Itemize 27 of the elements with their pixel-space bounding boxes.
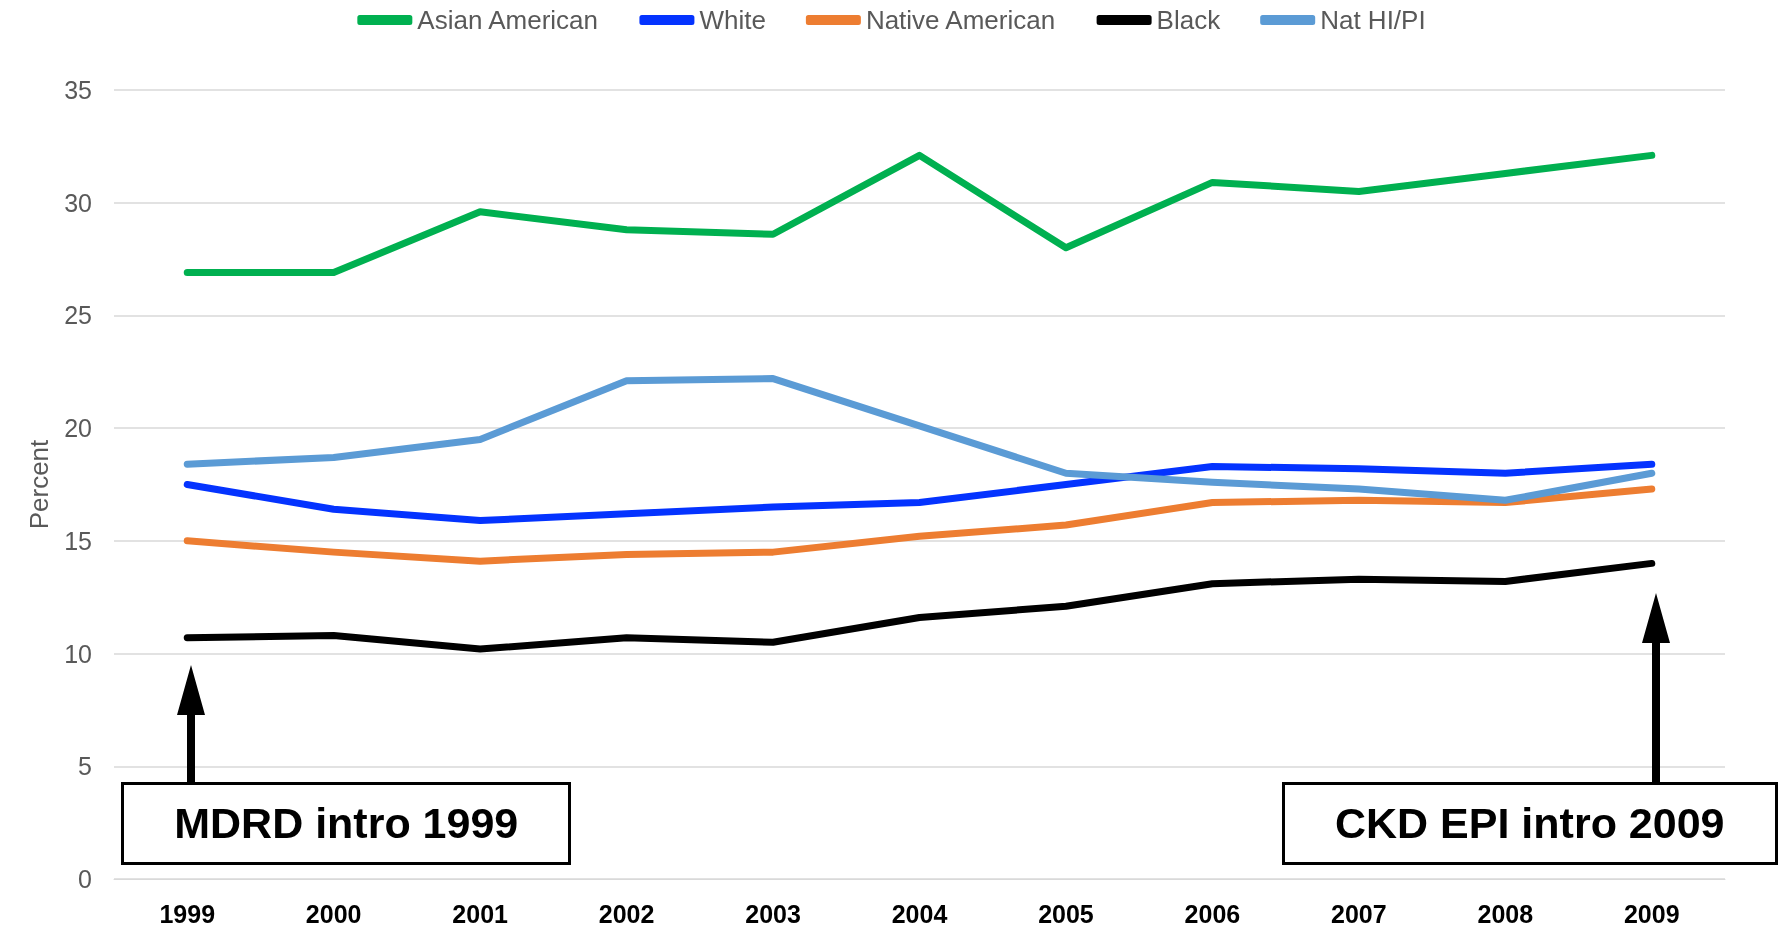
legend-label: Asian American xyxy=(417,5,598,35)
x-tick-label: 2007 xyxy=(1331,899,1387,928)
y-tick-label: 10 xyxy=(64,639,92,668)
y-tick-label: 15 xyxy=(64,526,92,555)
y-tick-label: 35 xyxy=(64,76,92,104)
y-tick-label: 5 xyxy=(78,752,92,781)
x-tick-label: 2002 xyxy=(598,899,655,928)
legend-label: Nat HI/PI xyxy=(1320,5,1426,35)
x-tick-label: 2000 xyxy=(305,899,362,928)
x-tick-label: 2003 xyxy=(745,899,801,928)
y-tick-label: 0 xyxy=(78,865,92,893)
legend-label: Black xyxy=(1156,5,1222,35)
x-tick-label: 2006 xyxy=(1184,899,1241,928)
annotation: MDRD intro 1999 xyxy=(121,782,572,865)
y-tick-label: 20 xyxy=(64,414,92,443)
x-tick-label: 2005 xyxy=(1038,899,1094,928)
x-tick-label: 2001 xyxy=(452,899,509,928)
annotation: CKD EPI intro 2009 xyxy=(1282,782,1778,865)
legend-label: White xyxy=(699,5,766,35)
y-axis-title: Percent xyxy=(24,438,54,530)
x-tick-label: 2008 xyxy=(1477,899,1534,928)
y-tick-label: 30 xyxy=(64,188,92,217)
x-tick-label: 1999 xyxy=(159,899,216,928)
legend-label: Native American xyxy=(865,5,1056,35)
x-tick-label: 2004 xyxy=(891,899,948,928)
y-tick-label: 25 xyxy=(64,301,92,330)
x-tick-label: 2009 xyxy=(1623,899,1680,928)
